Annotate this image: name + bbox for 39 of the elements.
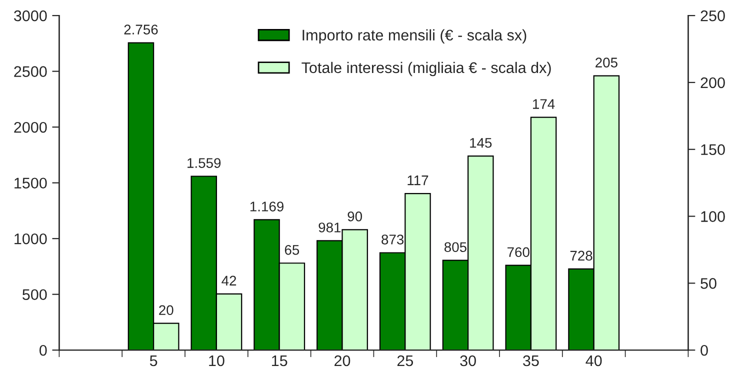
x-tick-label: 10 xyxy=(209,355,224,366)
x-tick-label: 20 xyxy=(334,355,350,366)
x-tick-label: 35 xyxy=(523,355,539,366)
data-label: 805 xyxy=(444,242,466,252)
data-label: 873 xyxy=(382,234,404,244)
x-tick-label: 40 xyxy=(586,355,602,366)
data-label: 20 xyxy=(159,305,174,316)
y2-tick-label: 50 xyxy=(700,278,716,289)
data-label: 728 xyxy=(570,250,592,261)
y2-tick-label: 150 xyxy=(701,144,725,156)
legend-label: Importo rate mensili (€ - scala sx) xyxy=(302,29,526,44)
x-tick-label: 15 xyxy=(272,356,288,366)
data-label: 981 xyxy=(318,222,341,232)
data-label: 174 xyxy=(533,99,555,109)
y-tick-label: 2500 xyxy=(14,66,47,78)
y-tick-label: 3000 xyxy=(14,10,47,22)
data-label: 1.169 xyxy=(250,202,284,212)
data-label: 2.756 xyxy=(124,24,158,34)
y-tick-label: 2000 xyxy=(14,122,47,133)
y-tick-label: 500 xyxy=(22,289,47,300)
data-label: 145 xyxy=(470,138,492,148)
data-label: 65 xyxy=(284,244,300,255)
y2-tick-label: 200 xyxy=(700,77,725,88)
data-label: 1.559 xyxy=(188,158,221,168)
data-label: 42 xyxy=(222,276,236,286)
y-tick-label: 1000 xyxy=(14,233,47,244)
data-label: 117 xyxy=(408,176,428,186)
y2-tick-label: 100 xyxy=(701,211,725,222)
data-label: 90 xyxy=(348,212,362,222)
x-tick-label: 30 xyxy=(460,355,476,366)
data-label: 205 xyxy=(596,58,618,68)
data-label: 760 xyxy=(507,247,530,258)
y2-tick-label: 0 xyxy=(700,344,708,356)
x-tick-label: 5 xyxy=(150,356,158,366)
y-tick-label: 0 xyxy=(39,344,47,356)
legend-label: Totale interessi (migliaia € - scala dx) xyxy=(302,62,551,76)
y-tick-label: 1500 xyxy=(14,178,47,189)
y2-tick-label: 250 xyxy=(700,10,725,22)
x-tick-label: 25 xyxy=(397,355,414,366)
